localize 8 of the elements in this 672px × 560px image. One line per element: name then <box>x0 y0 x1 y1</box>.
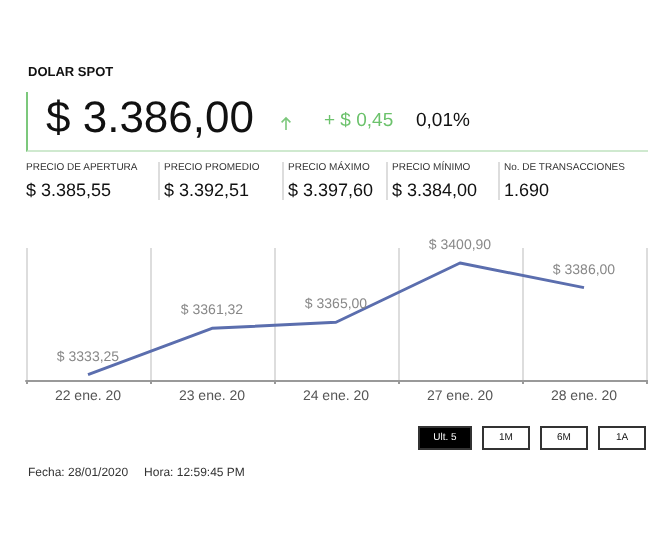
text: + $ 0,45 <box>324 110 394 132</box>
text: $ 3.384,00 <box>392 180 480 200</box>
text: 0,01% <box>416 110 470 132</box>
text: 1.690 <box>504 180 552 200</box>
text: $ 3.385,55 <box>26 180 114 200</box>
text: $ 3.386,00 <box>46 92 254 144</box>
text: $ 3.392,51 <box>164 180 252 200</box>
text: $ 3.397,60 <box>288 180 376 200</box>
